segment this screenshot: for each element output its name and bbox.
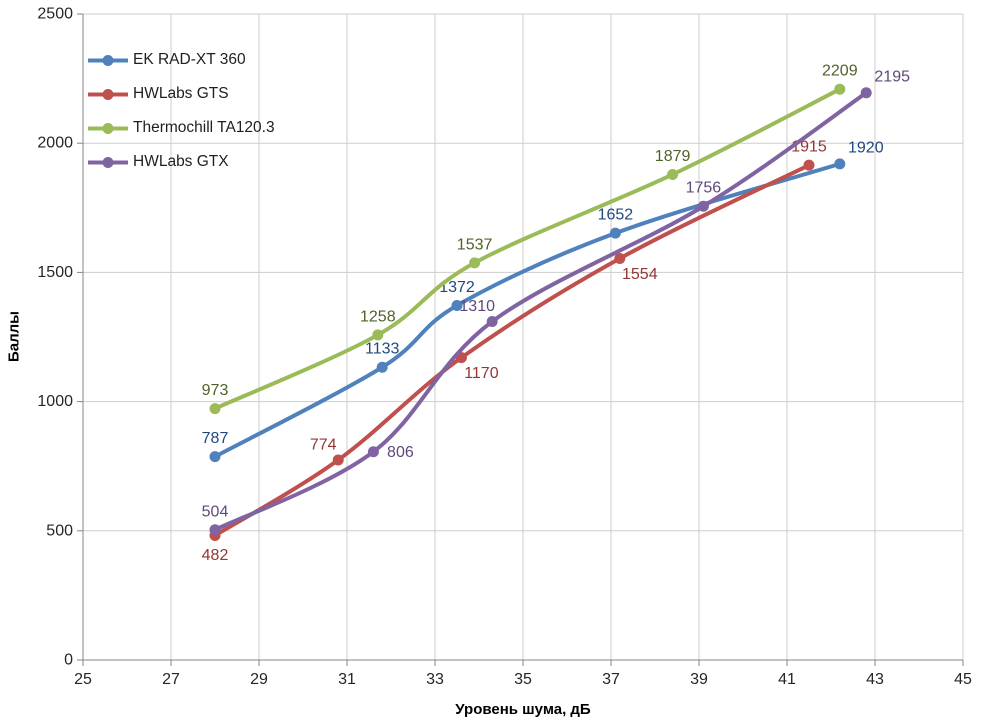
series-marker-0 [209,451,221,463]
legend-label: Thermochill TA120.3 [133,119,275,136]
legend-series-swatch-icon [88,156,128,168]
series-marker-1 [803,159,815,171]
legend-item-0: EK RAD-XT 360 [88,43,275,77]
legend: EK RAD-XT 360 HWLabs GTS Thermochill TA120… [88,43,275,179]
x-tick-label: 31 [338,671,356,688]
data-label: 973 [202,382,229,399]
legend-label: EK RAD-XT 360 [133,51,246,68]
data-label: 1372 [439,279,475,296]
series-marker-2 [372,329,384,341]
series-marker-2 [667,168,679,180]
data-label: 1258 [360,308,396,325]
legend-item-1: HWLabs GTS [88,77,275,111]
data-label: 1537 [457,236,493,253]
data-label: 1554 [622,266,658,283]
series-marker-3 [697,200,709,212]
data-label: 504 [202,503,229,520]
x-axis-title: Уровень шума, дБ [455,701,591,718]
y-tick-label: 0 [64,652,73,669]
y-tick-label: 1500 [37,264,73,281]
x-tick-label: 27 [162,671,180,688]
legend-marker [102,122,114,134]
data-label: 1170 [464,365,499,382]
data-label: 1756 [686,180,722,197]
legend-label: HWLabs GTX [133,153,229,170]
data-label: 1920 [848,139,884,156]
x-tick-label: 29 [250,671,268,688]
x-tick-label: 37 [602,671,620,688]
data-label: 1879 [655,148,691,165]
series-marker-2 [209,403,221,415]
series-line-2 [213,87,842,411]
series-line-3 [213,90,869,532]
legend-marker [102,156,114,168]
series-marker-0 [376,361,388,373]
series-marker-3 [860,87,872,99]
y-tick-label: 2500 [37,6,73,23]
data-label: 1133 [365,341,400,358]
series-marker-0 [609,227,621,239]
series-marker-3 [209,524,221,536]
legend-label: HWLabs GTS [133,85,229,102]
series-line-1 [213,163,811,538]
x-tick-label: 45 [954,671,972,688]
x-tick-label: 41 [778,671,796,688]
x-tick-label: 39 [690,671,708,688]
legend-marker [102,54,114,66]
data-label: 806 [387,444,414,461]
x-tick-label: 33 [426,671,444,688]
legend-item-3: HWLabs GTX [88,145,275,179]
series-marker-1 [332,454,344,466]
legend-series-swatch-icon [88,88,128,100]
data-label: 787 [202,430,229,447]
y-axis-title: Баллы [5,311,23,362]
series-marker-1 [614,252,626,264]
x-tick-label: 25 [74,671,92,688]
series-marker-2 [469,257,481,269]
legend-marker [102,88,114,100]
y-tick-label: 2000 [37,135,73,152]
series-marker-2 [834,83,846,95]
series-marker-0 [834,158,846,170]
x-tick-label: 43 [866,671,884,688]
data-label: 1310 [459,298,495,315]
legend-series-swatch-icon [88,54,128,66]
data-label: 2209 [822,63,858,80]
data-label: 1652 [598,207,634,224]
legend-series-swatch-icon [88,122,128,134]
y-tick-label: 1000 [37,393,73,410]
series-marker-3 [367,446,379,458]
data-label: 774 [310,436,337,453]
data-label: 482 [202,547,229,564]
legend-item-2: Thermochill TA120.3 [88,111,275,145]
series-marker-3 [486,315,498,327]
series-line-0 [213,161,842,459]
x-tick-label: 35 [514,671,532,688]
data-label: 2195 [874,68,910,85]
y-tick-label: 500 [46,522,73,539]
series-marker-0 [451,299,463,311]
